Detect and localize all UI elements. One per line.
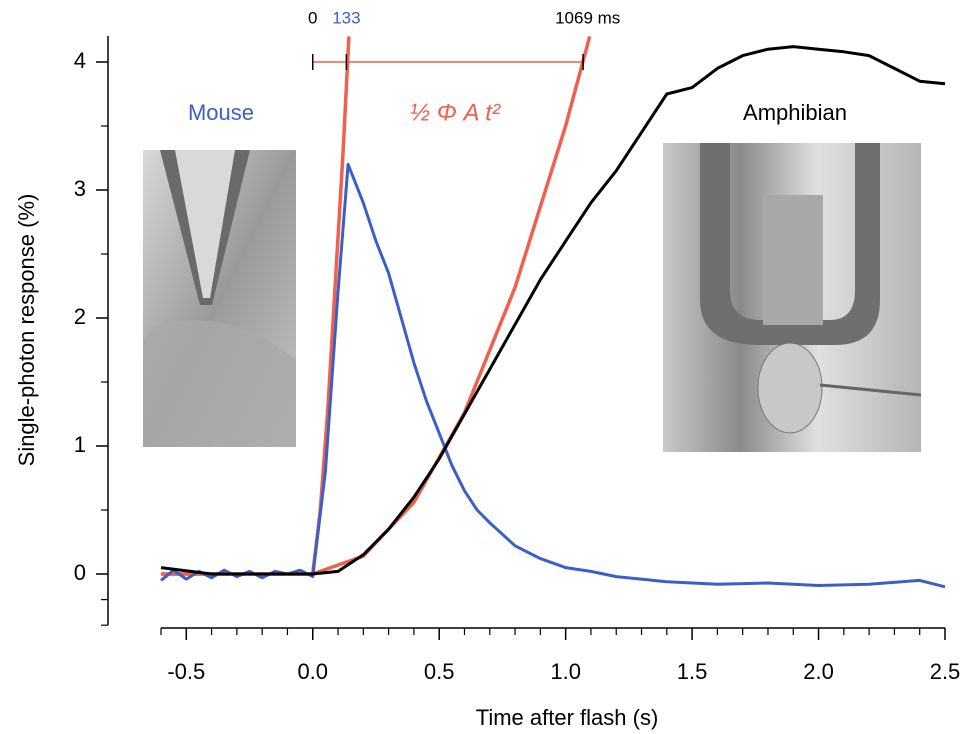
x-tick-label: 1.0	[550, 659, 581, 684]
y-tick-label: 4	[74, 48, 86, 73]
x-tick-label: 2.0	[803, 659, 834, 684]
amphibian-label: Amphibian	[743, 100, 847, 125]
marker-label: 133	[332, 8, 360, 27]
fit-label: ½ Φ A t²	[410, 99, 501, 126]
y-tick-label: 1	[74, 432, 86, 457]
mouse-label: Mouse	[188, 100, 254, 125]
x-tick-label: 0.5	[424, 659, 455, 684]
x-tick-label: 1.5	[677, 659, 708, 684]
x-axis-label: Time after flash (s)	[476, 705, 659, 730]
x-tick-label: 0.0	[297, 659, 328, 684]
marker-label: 1069 ms	[555, 8, 620, 27]
series-line	[160, 45, 946, 576]
y-tick-label: 0	[74, 560, 86, 585]
x-tick-label: 2.5	[930, 659, 961, 684]
marker-label: 0	[308, 8, 317, 27]
y-axis-label: Single-photon response (%)	[14, 194, 39, 467]
y-tick-label: 3	[74, 176, 86, 201]
x-tick-label: -0.5	[167, 659, 205, 684]
amphibian-photo	[663, 143, 922, 452]
mouse-photo	[143, 150, 296, 447]
y-tick-label: 2	[74, 304, 86, 329]
